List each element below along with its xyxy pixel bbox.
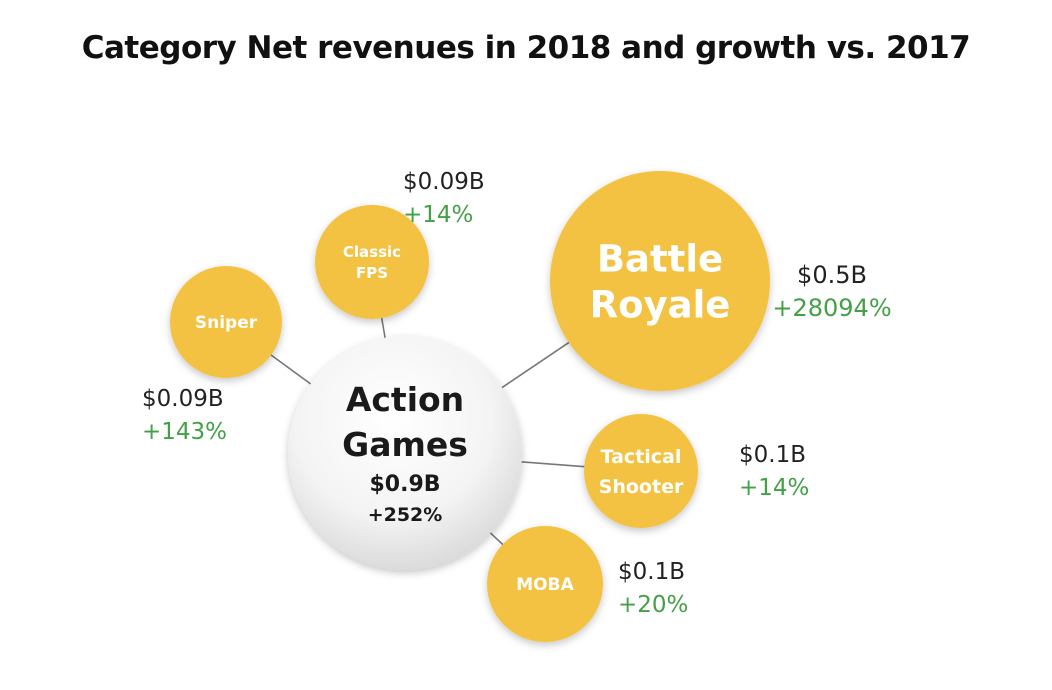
bubble-label-classic-fps: FPS [356,264,388,282]
growth-classic-fps: +14% [403,202,473,228]
bubble-sniper [170,266,282,378]
value-sniper: $0.09B [142,386,224,412]
chart-title: Category Net revenues in 2018 and growth… [81,30,971,66]
growth-tactical-shooter: +14% [739,475,809,501]
connector-sniper [267,352,315,387]
bubble-classic-fps [315,205,429,319]
connector-classic-fps [380,314,387,342]
growth-moba: +20% [618,592,688,618]
bubble-moba [487,526,603,642]
connector-tactical-shooter [517,460,589,468]
center-growth: +252% [368,504,443,526]
center-label-line2: Games [342,425,468,464]
bubble-battle-royale [550,171,770,391]
growth-battle-royale: +28094% [772,294,891,322]
bubble-label-battle-royale: Battle [597,237,723,280]
bubble-label-sniper: Sniper [195,313,258,333]
value-battle-royale: $0.5B [797,261,867,289]
bubble-label-tactical-shooter: Shooter [599,476,684,498]
bubble-label-classic-fps: Classic [343,243,401,261]
connector-moba [486,529,507,548]
value-tactical-shooter: $0.1B [739,442,806,468]
value-moba: $0.1B [618,559,685,585]
bubble-label-moba: MOBA [516,575,574,595]
value-classic-fps: $0.09B [403,169,485,195]
center-value: $0.9B [369,472,440,497]
bubble-label-battle-royale: Royale [590,283,731,326]
bubble-tactical-shooter [584,414,698,528]
bubble-action-games [288,336,522,570]
growth-sniper: +143% [142,419,227,445]
connector-battle-royale [498,339,573,391]
bubble-label-tactical-shooter: Tactical [601,446,682,468]
center-label-line1: Action [346,380,464,419]
